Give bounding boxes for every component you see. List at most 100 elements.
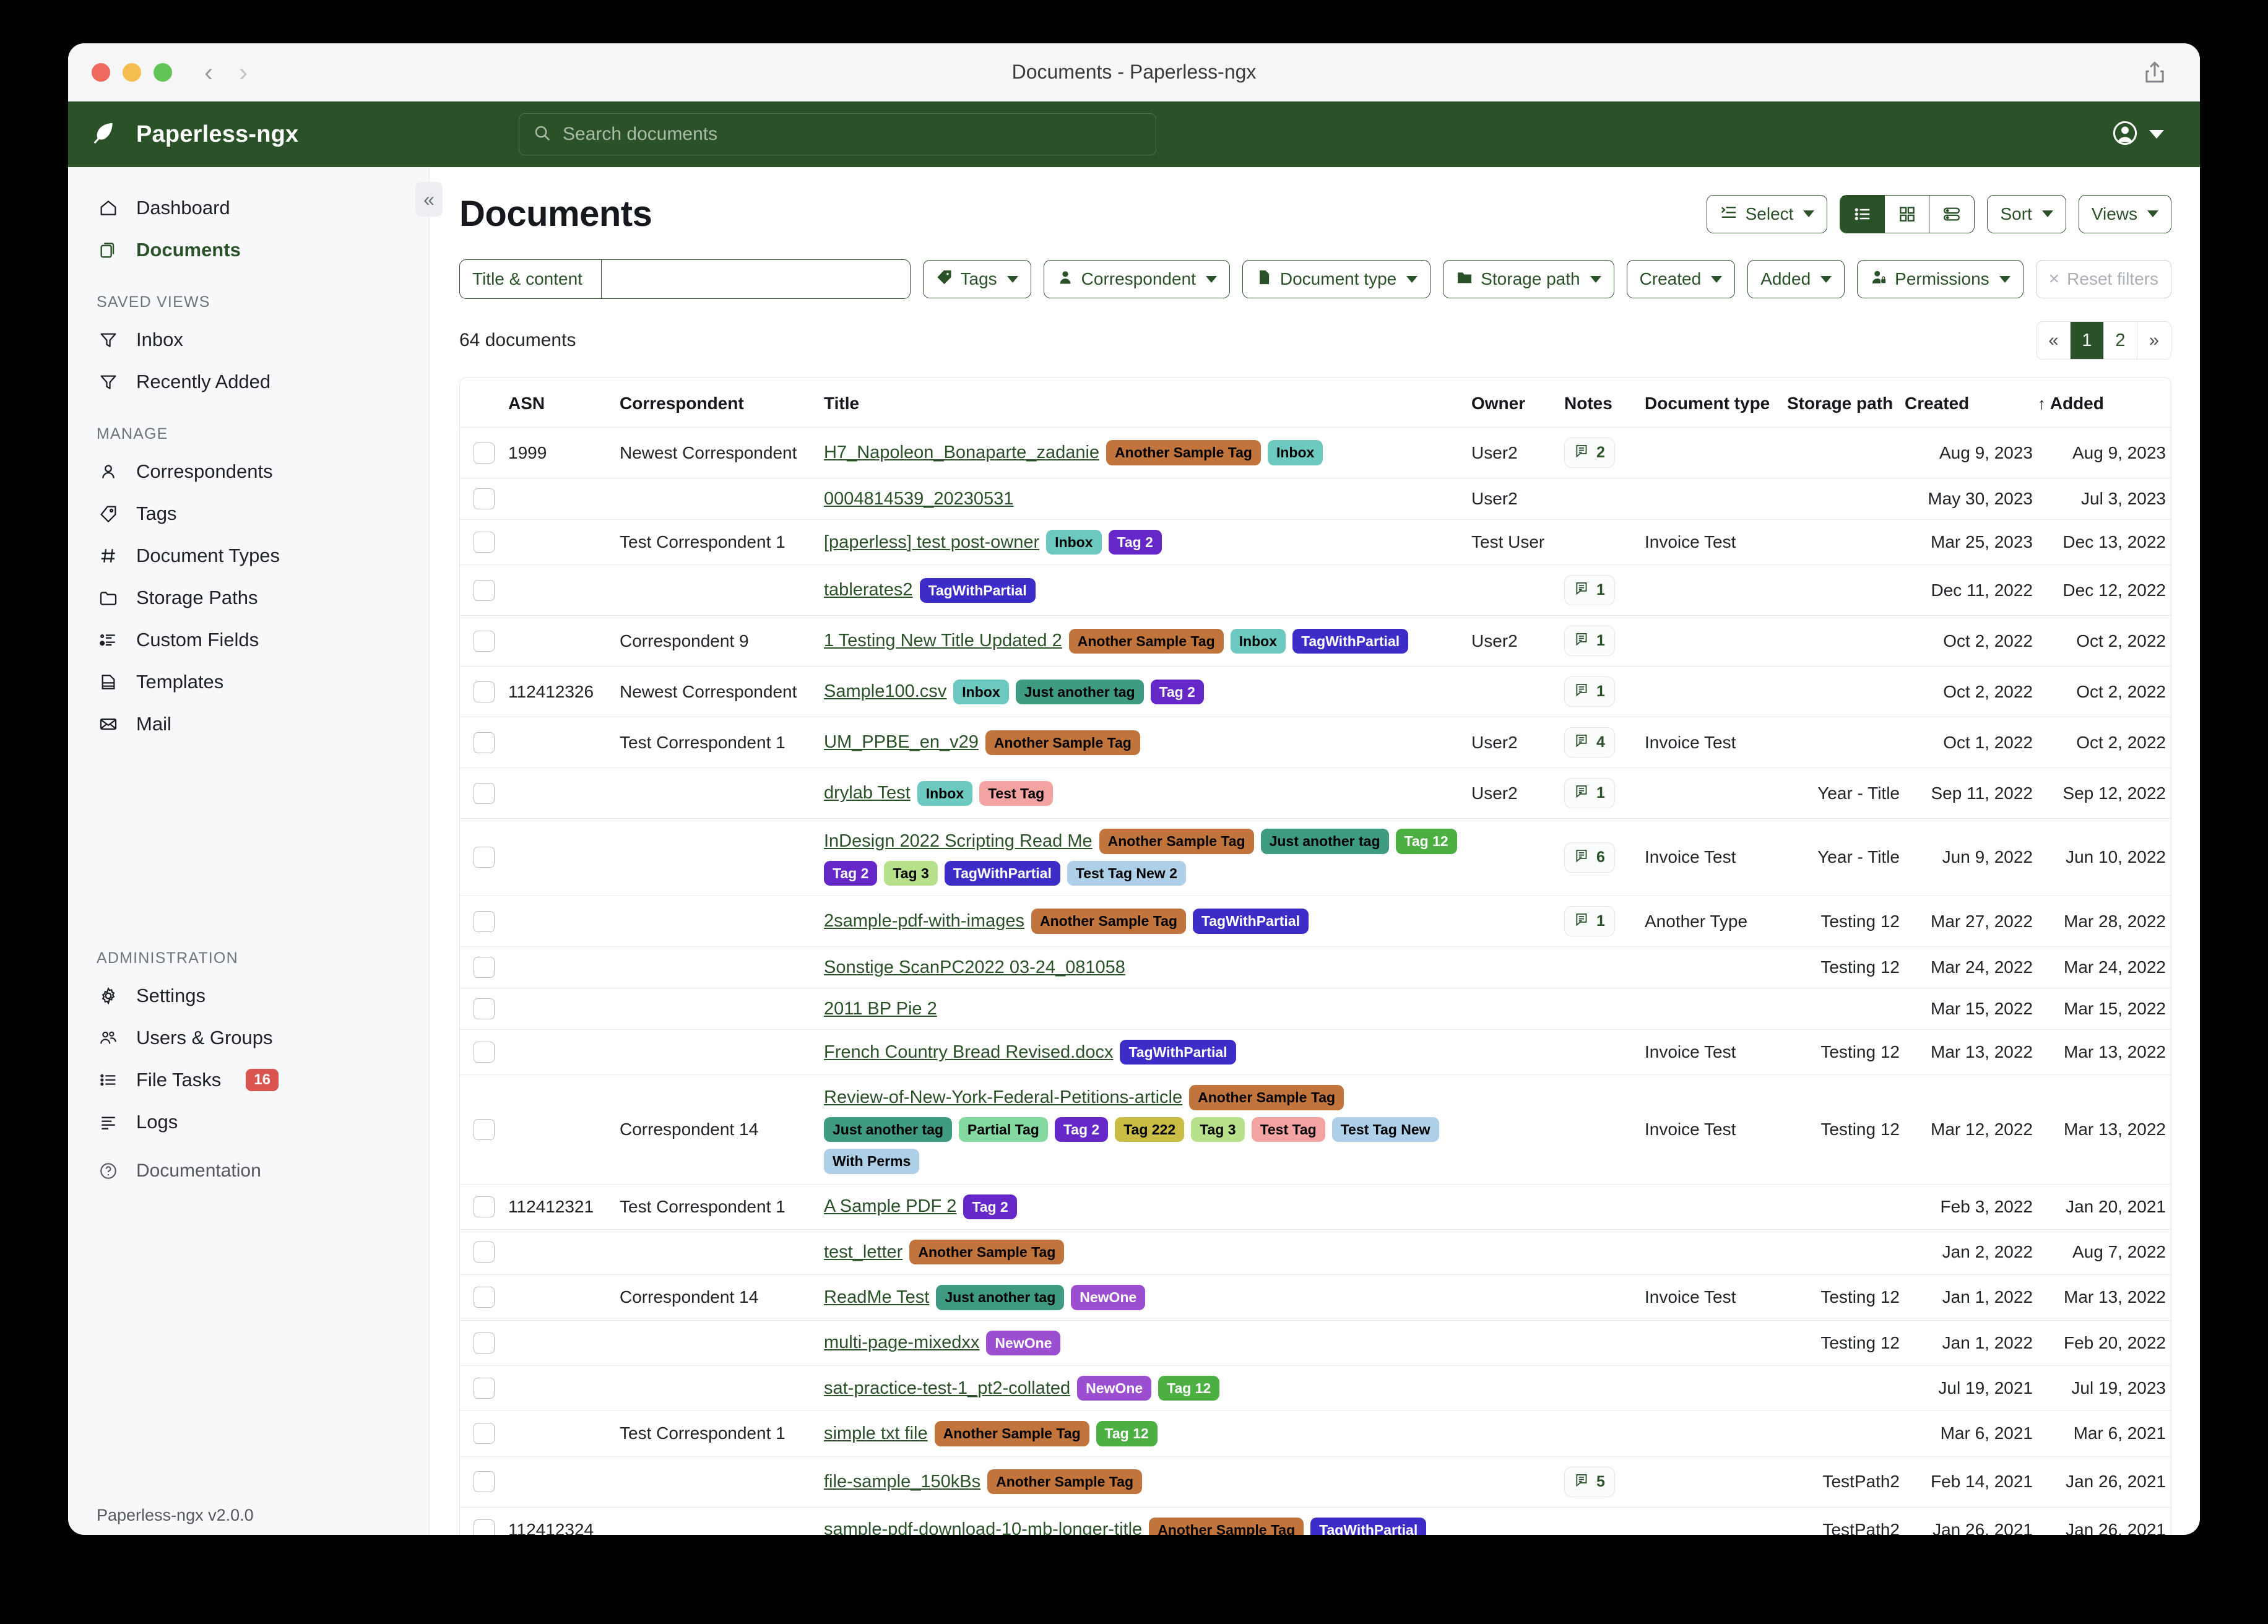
cell-document-type[interactable]: Another Type — [1645, 896, 1787, 948]
title-content-input[interactable] — [601, 260, 910, 298]
column-header-asn[interactable]: ASN — [508, 378, 620, 428]
added-filter-button[interactable]: Added — [1747, 260, 1845, 298]
cell-storage-path[interactable]: Testing 12 — [1787, 896, 1905, 948]
sidebar-item-documentation[interactable]: Documentation — [68, 1143, 429, 1192]
document-title-link[interactable]: Sample100.csv — [824, 681, 947, 702]
correspondent-filter-button[interactable]: Correspondent — [1043, 260, 1230, 298]
sidebar-item-dashboard[interactable]: Dashboard — [68, 187, 429, 229]
document-tag[interactable]: NewOne — [986, 1330, 1061, 1355]
document-tag[interactable]: Tag 2 — [963, 1194, 1017, 1219]
cell-storage-path[interactable] — [1787, 1184, 1905, 1230]
cell-document-type[interactable] — [1645, 767, 1787, 819]
row-checkbox[interactable] — [474, 847, 495, 868]
window-controls[interactable] — [92, 63, 172, 82]
row-checkbox[interactable] — [474, 442, 495, 464]
document-tag[interactable]: Inbox — [953, 679, 1009, 705]
cell-document-type[interactable]: Invoice Test — [1645, 818, 1787, 897]
column-header-owner[interactable]: Owner — [1471, 378, 1564, 428]
row-select-cell[interactable] — [460, 946, 508, 989]
table-row[interactable]: test_letter Another Sample Tag Jan 2, 2022… — [460, 1229, 2171, 1276]
cell-storage-path[interactable]: Testing 12 — [1787, 1274, 1905, 1321]
table-row[interactable]: InDesign 2022 Scripting Read Me Another S… — [460, 818, 2171, 897]
row-checkbox[interactable] — [474, 1519, 495, 1535]
document-tag[interactable]: Just another tag — [1260, 829, 1389, 854]
document-tag[interactable]: Another Sample Tag — [1106, 440, 1261, 465]
document-tag[interactable]: Another Sample Tag — [1099, 829, 1254, 854]
cell-document-type[interactable] — [1645, 1365, 1787, 1412]
grid-view-icon[interactable] — [1885, 195, 1930, 233]
row-checkbox[interactable] — [474, 579, 495, 601]
cell-storage-path[interactable] — [1787, 615, 1905, 667]
document-tag[interactable]: Tag 2 — [824, 860, 878, 886]
cell-storage-path[interactable] — [1787, 717, 1905, 769]
cell-document-type[interactable] — [1645, 666, 1787, 718]
cell-correspondent[interactable]: Newest Correspondent — [620, 666, 824, 718]
cell-correspondent[interactable] — [620, 1507, 824, 1535]
table-row[interactable]: Test Correspondent 1 UM_PPBE_en_v29 Anothe… — [460, 717, 2171, 769]
cell-correspondent[interactable] — [620, 896, 824, 948]
sidebar-item-documents[interactable]: Documents — [68, 229, 429, 271]
notes-badge[interactable]: 4 — [1564, 727, 1615, 758]
document-tag[interactable]: Inbox — [1046, 530, 1102, 555]
share-icon[interactable] — [2142, 59, 2168, 85]
cell-correspondent[interactable]: Test Correspondent 1 — [620, 717, 824, 769]
column-header-correspondent[interactable]: Correspondent — [620, 378, 824, 428]
forward-icon[interactable]: › — [239, 57, 248, 87]
document-title-link[interactable]: 2sample-pdf-with-images — [824, 911, 1024, 931]
row-checkbox[interactable] — [474, 782, 495, 804]
cell-storage-path[interactable]: Testing 12 — [1787, 1029, 1905, 1076]
document-title-link[interactable]: multi-page-mixedxx — [824, 1332, 980, 1353]
table-row[interactable]: Correspondent 14 Review-of-New-York-Feder… — [460, 1074, 2171, 1185]
notes-badge[interactable]: 1 — [1564, 626, 1615, 657]
row-checkbox[interactable] — [474, 998, 495, 1020]
document-title-link[interactable]: 0004814539_20230531 — [824, 488, 1014, 509]
cell-storage-path[interactable] — [1787, 1229, 1905, 1276]
document-tag[interactable]: Partial Tag — [958, 1116, 1048, 1142]
document-title-link[interactable]: sample-pdf-download-10-mb-longer-title — [824, 1519, 1143, 1535]
sidebar-item-templates[interactable]: Templates — [68, 661, 429, 703]
cell-correspondent[interactable]: Correspondent 14 — [620, 1274, 824, 1321]
row-select-cell[interactable] — [460, 1507, 508, 1535]
document-tag[interactable]: Inbox — [917, 780, 973, 806]
user-menu[interactable] — [2111, 119, 2164, 150]
document-tag[interactable]: Test Tag — [979, 780, 1054, 806]
table-row[interactable]: multi-page-mixedxx NewOne Testing 12 Jan 1,… — [460, 1320, 2171, 1366]
cell-storage-path[interactable]: Year - Title — [1787, 767, 1905, 819]
document-tag[interactable]: TagWithPartial — [1120, 1040, 1236, 1065]
document-title-link[interactable]: drylab Test — [824, 783, 911, 803]
list-view-icon[interactable] — [1840, 195, 1885, 233]
row-select-cell[interactable] — [460, 717, 508, 769]
reset-filters-button[interactable]: × Reset filters — [2035, 260, 2171, 298]
cell-storage-path[interactable] — [1787, 478, 1905, 520]
document-title-link[interactable]: 1 Testing New Title Updated 2 — [824, 631, 1062, 651]
row-select-cell[interactable] — [460, 1229, 508, 1276]
sidebar-item-logs[interactable]: Logs — [68, 1101, 429, 1143]
cell-document-type[interactable] — [1645, 1456, 1787, 1508]
column-header-added[interactable]: ↑ Added — [2038, 378, 2171, 428]
pagination-page-2[interactable]: 2 — [2104, 322, 2137, 359]
document-tag[interactable]: Tag 12 — [1395, 829, 1457, 854]
row-checkbox[interactable] — [474, 1118, 495, 1140]
close-window-button[interactable] — [92, 63, 110, 82]
global-search[interactable]: Search documents — [519, 113, 1156, 155]
cell-correspondent[interactable] — [620, 564, 824, 616]
cell-storage-path[interactable]: Testing 12 — [1787, 1320, 1905, 1366]
cell-correspondent[interactable] — [620, 1456, 824, 1508]
document-tag[interactable]: Just another tag — [1015, 679, 1144, 705]
document-tag[interactable]: Another Sample Tag — [934, 1421, 1089, 1446]
views-button[interactable]: Views — [2078, 194, 2171, 233]
pagination-prev[interactable]: « — [2037, 322, 2071, 359]
cell-correspondent[interactable] — [620, 818, 824, 897]
cell-storage-path[interactable] — [1787, 666, 1905, 718]
row-select-cell[interactable] — [460, 896, 508, 948]
row-select-cell[interactable] — [460, 564, 508, 616]
document-tag[interactable]: Tag 3 — [1191, 1116, 1245, 1142]
document-tag[interactable]: Just another tag — [824, 1116, 952, 1142]
document-type-filter-button[interactable]: Document type — [1242, 260, 1431, 298]
table-row[interactable]: 2sample-pdf-with-images Another Sample Ta… — [460, 896, 2171, 948]
tags-filter-button[interactable]: Tags — [922, 260, 1031, 298]
cell-document-type[interactable] — [1645, 946, 1787, 989]
document-tag[interactable]: Test Tag New 2 — [1067, 860, 1186, 886]
document-tag[interactable]: TagWithPartial — [1310, 1517, 1427, 1535]
